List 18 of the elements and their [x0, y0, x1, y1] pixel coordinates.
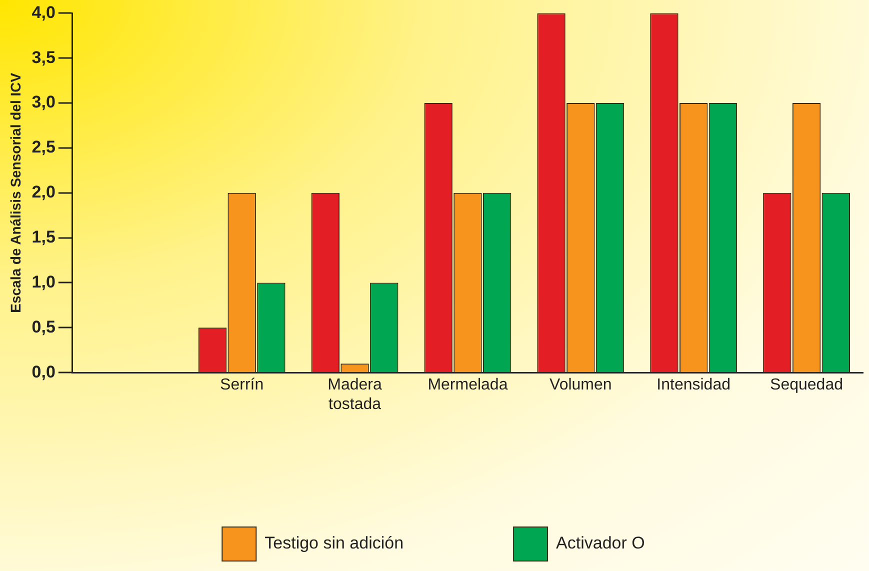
x-tick-label: Intensidad	[656, 376, 731, 394]
y-tick-label: 0,5	[32, 317, 56, 336]
x-tick-label: Volumen	[550, 376, 612, 394]
legend-label: Testigo sin adición	[264, 534, 404, 553]
y-tick-label: 2,0	[32, 182, 56, 202]
y-tick-label: 4,0	[32, 2, 56, 22]
y-axis-title: Escala de Análisis Sensorial del ICV	[7, 72, 24, 313]
y-tick-label: 0,0	[32, 362, 56, 382]
y-tick-label: 2,5	[32, 138, 56, 157]
x-tick-label: Mermelada	[428, 376, 508, 394]
x-tick-label: Madera tostada	[328, 376, 382, 413]
y-tick-label: 3,0	[32, 92, 56, 112]
x-tick-label: Sequedad	[770, 376, 844, 394]
legend-label: Activador O	[556, 534, 645, 553]
y-tick-label: 1,0	[32, 272, 56, 292]
y-tick-label: 1,5	[32, 228, 56, 247]
x-tick-label: Serrín	[220, 376, 264, 394]
y-tick-label: 3,5	[32, 48, 56, 67]
